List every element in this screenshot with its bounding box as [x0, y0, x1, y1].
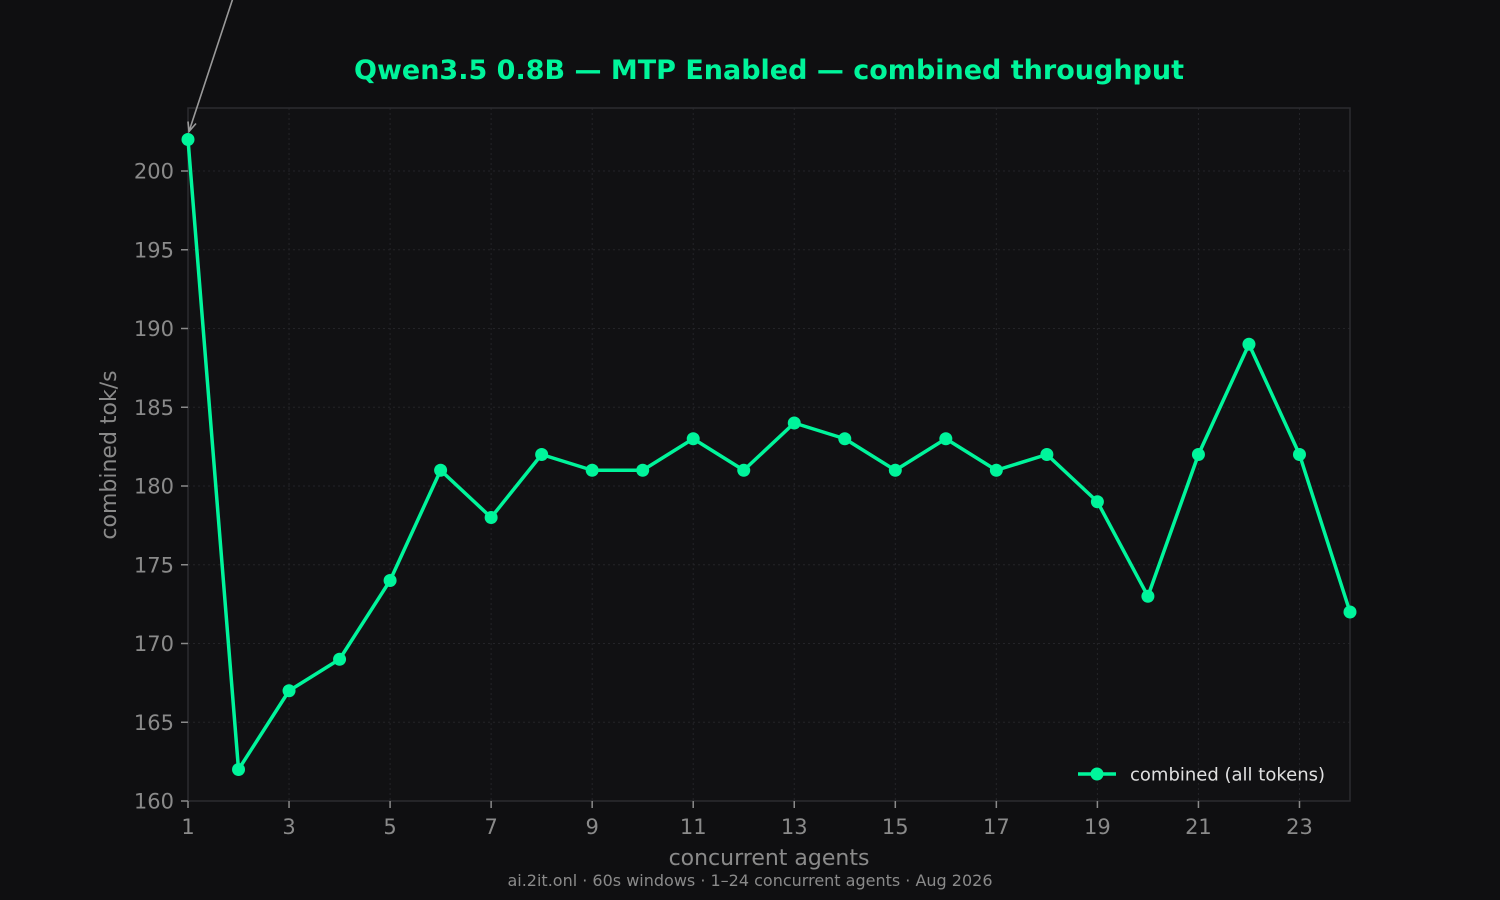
y-tick-label: 170 — [134, 632, 174, 656]
data-point — [1090, 495, 1104, 509]
axis-ticks: 1 3 5 7 9 11 13 15 17 19 21 23160165170175180185190… — [134, 160, 1313, 840]
data-point — [1242, 337, 1256, 351]
x-tick-label: 9 — [585, 815, 598, 839]
chart-footer: ai.2it.onl · 60s windows · 1–24 concurre… — [507, 871, 992, 890]
data-point — [989, 463, 1003, 477]
x-tick-label: 7 — [484, 815, 497, 839]
data-point — [585, 463, 599, 477]
annotation — [187, 0, 234, 134]
chart-title: Qwen3.5 0.8B — MTP Enabled — combined th… — [354, 55, 1184, 86]
y-tick-label: 175 — [134, 553, 174, 577]
data-point — [737, 463, 751, 477]
data-point — [1343, 605, 1357, 619]
data-point — [333, 652, 347, 666]
data-point — [282, 684, 296, 698]
x-tick-label: 5 — [383, 815, 396, 839]
data-point — [1141, 589, 1155, 603]
data-point — [787, 416, 801, 430]
data-point — [434, 463, 448, 477]
plot-frame — [187, 107, 1351, 802]
legend: combined (all tokens) — [1078, 765, 1325, 786]
y-tick-label: 195 — [134, 238, 174, 262]
x-tick-label: 21 — [1185, 815, 1212, 839]
x-tick-label: 15 — [882, 815, 909, 839]
x-tick-label: 13 — [781, 815, 808, 839]
x-tick-label: 11 — [680, 815, 707, 839]
data-point — [636, 463, 650, 477]
x-tick-label: 3 — [282, 815, 295, 839]
data-point — [232, 763, 246, 776]
annotation-arrow-head — [187, 121, 197, 134]
annotation-arrow-line — [188, 0, 234, 132]
y-tick-label: 200 — [134, 160, 174, 184]
data-point — [888, 463, 902, 477]
data-point — [1292, 448, 1306, 461]
x-axis-label: concurrent agents — [669, 846, 870, 871]
data-point — [383, 574, 397, 587]
data-point — [484, 511, 498, 524]
data-point — [1040, 448, 1054, 461]
grid-lines — [187, 108, 1350, 802]
series-layer — [181, 133, 1357, 776]
data-point — [1191, 448, 1205, 461]
y-tick-label: 160 — [134, 790, 174, 814]
data-point — [686, 432, 700, 446]
data-point — [535, 448, 549, 461]
x-tick-label: 17 — [983, 815, 1010, 839]
legend-marker — [1090, 767, 1104, 781]
x-tick-label: 1 — [181, 815, 194, 839]
x-tick-label: 19 — [1084, 815, 1111, 839]
legend-label: combined (all tokens) — [1130, 765, 1325, 786]
y-tick-label: 165 — [134, 711, 174, 735]
data-point — [939, 432, 953, 446]
y-tick-label: 185 — [134, 396, 174, 420]
x-tick-label: 23 — [1286, 815, 1313, 839]
series-line — [186, 137, 1352, 772]
plot-area — [188, 108, 1350, 801]
data-point — [838, 432, 852, 446]
y-axis-label: combined tok/s — [97, 370, 122, 539]
y-tick-label: 190 — [134, 317, 174, 341]
data-point — [181, 133, 195, 146]
y-tick-label: 180 — [134, 475, 174, 499]
